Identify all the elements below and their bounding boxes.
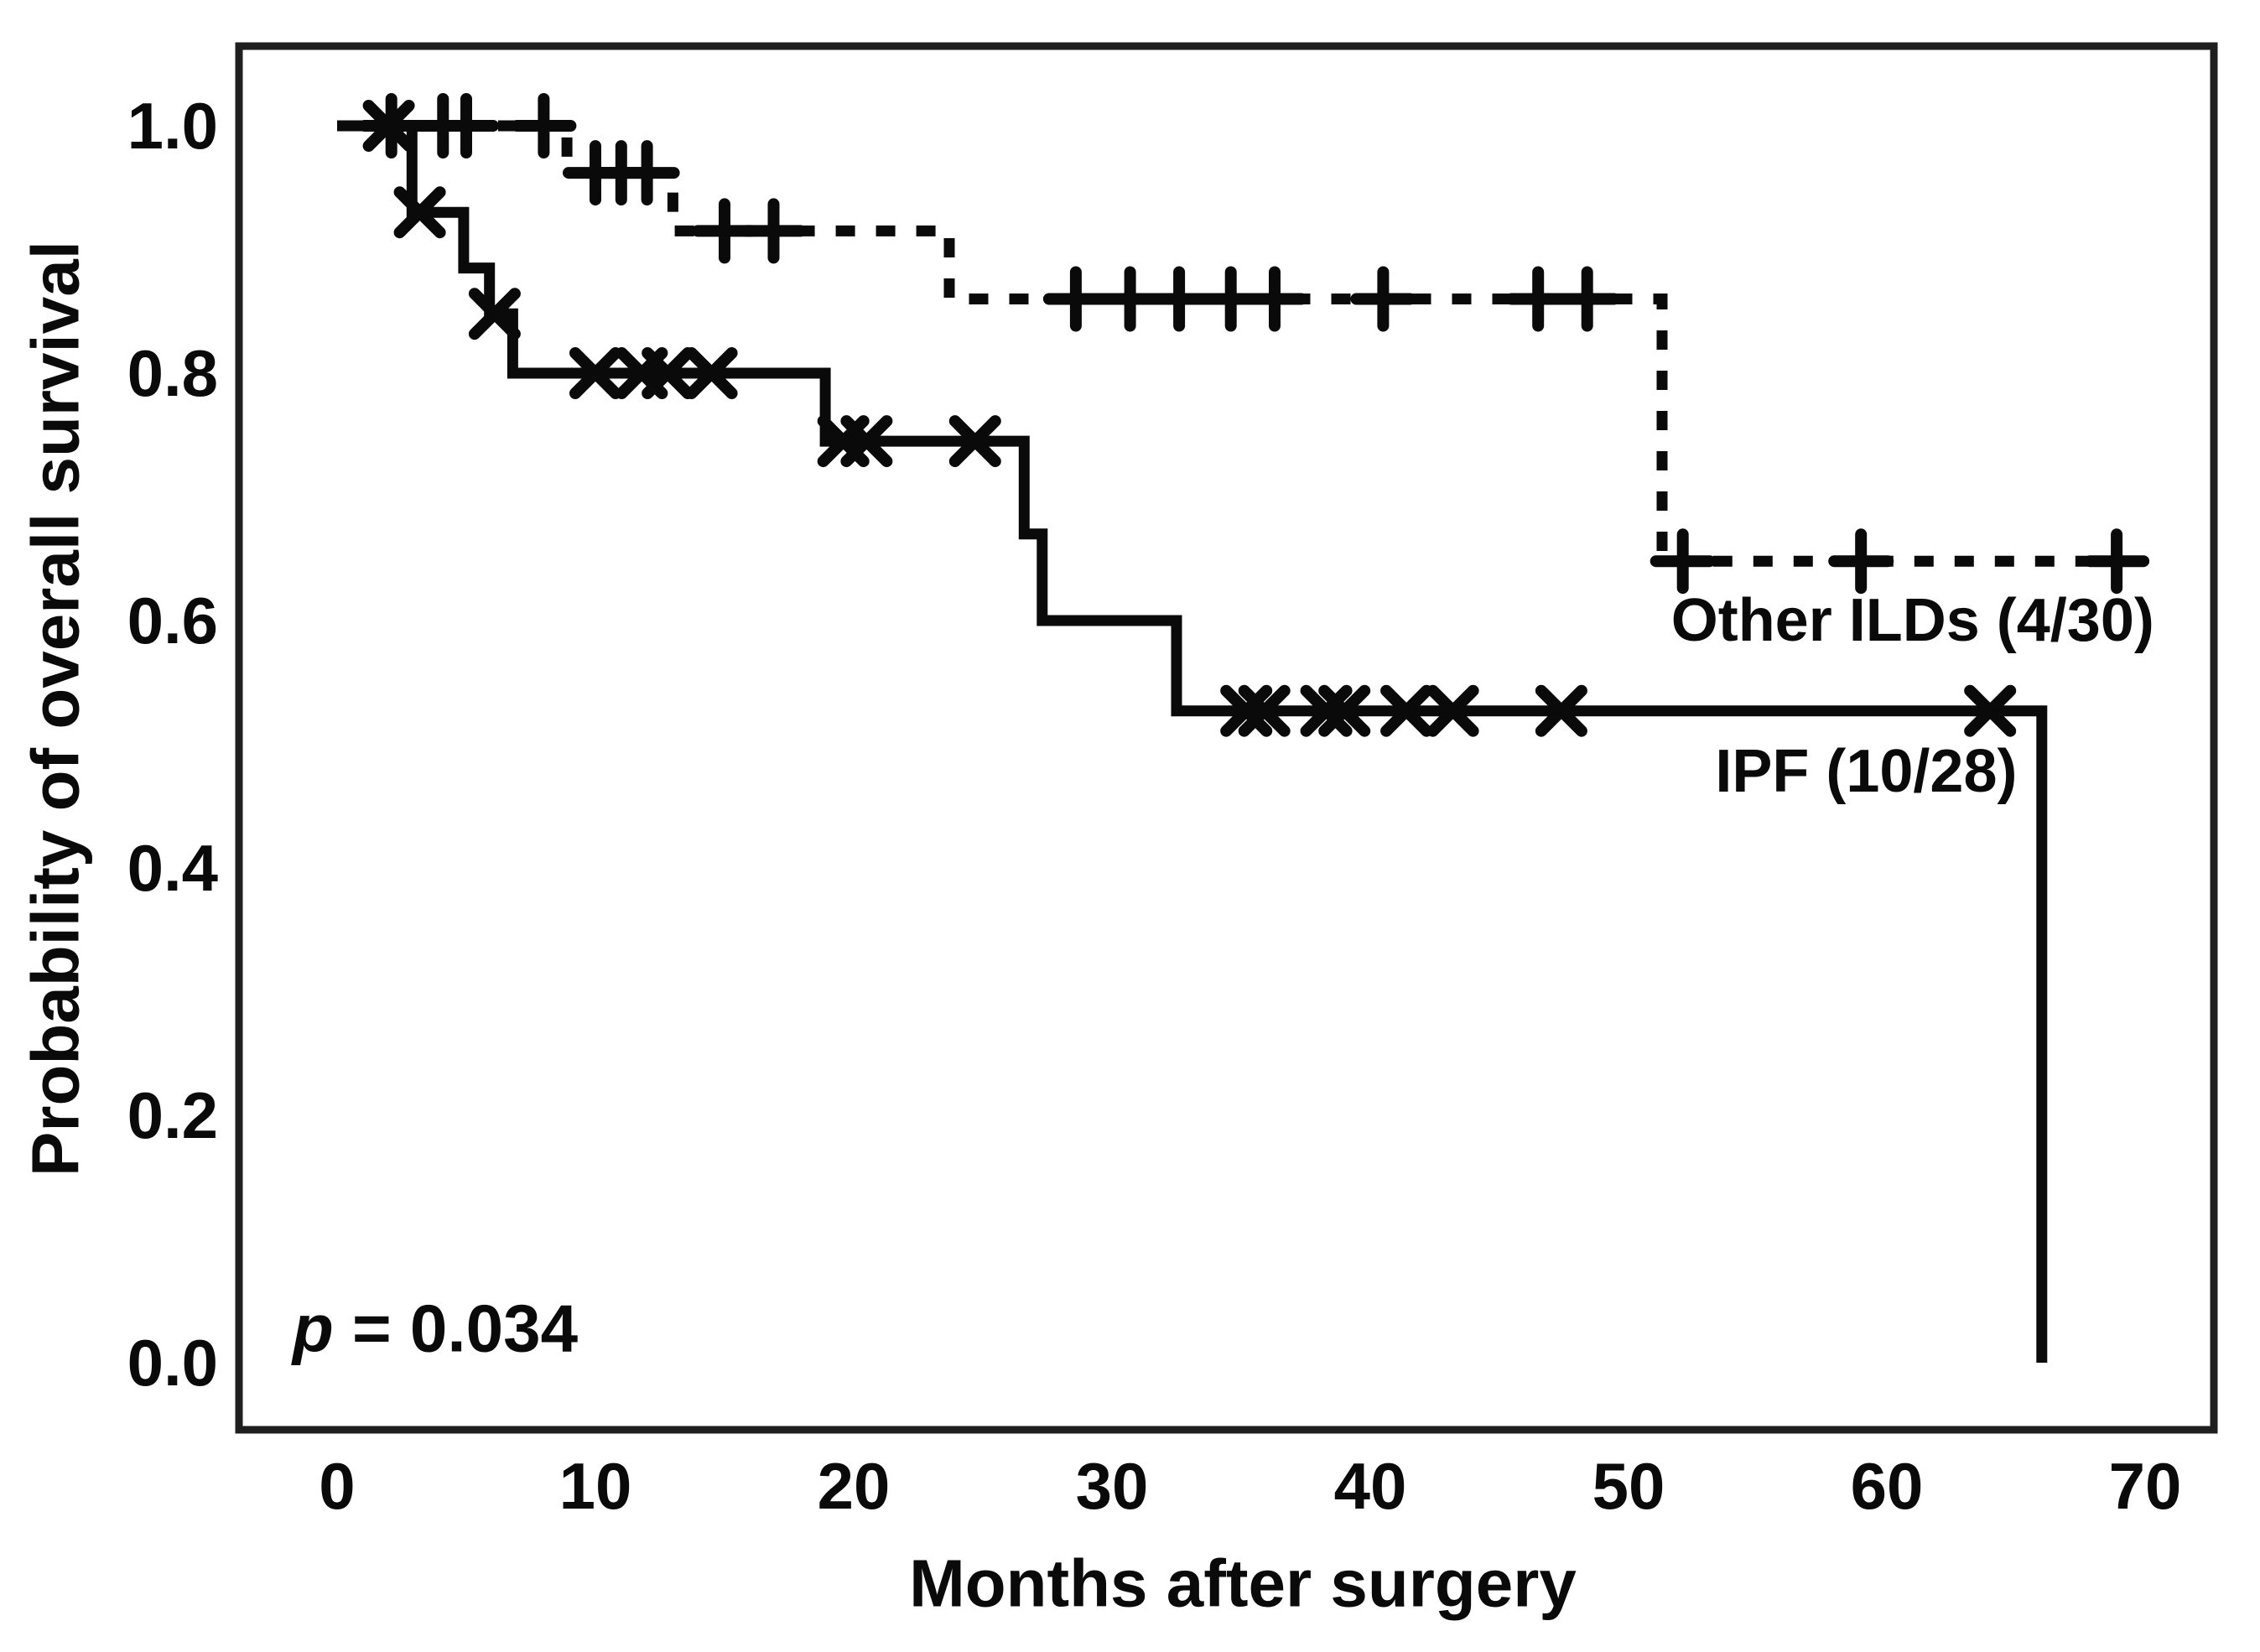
- series-label-ipf: IPF (10/28): [1715, 738, 2017, 805]
- censor-mark-x: [468, 288, 521, 340]
- censor-mark-x: [1300, 684, 1353, 737]
- censor-mark-plus: [1350, 266, 1416, 332]
- censor-mark-x: [948, 415, 1001, 468]
- censor-mark-plus: [614, 140, 680, 206]
- censor-mark-x: [685, 347, 738, 399]
- censor-mark-x: [840, 415, 893, 468]
- censor-mark-x: [642, 347, 694, 399]
- censor-mark-x: [1238, 684, 1291, 737]
- censor-mark-x: [1535, 684, 1587, 737]
- censor-mark-x: [1220, 684, 1273, 737]
- y-tick-label-1.0: 1.0: [127, 89, 218, 163]
- censor-mark-plus: [1146, 266, 1213, 332]
- censor-mark-plus: [434, 93, 499, 158]
- censor-mark-plus: [2084, 528, 2150, 595]
- km-curve-other-ilds: [337, 120, 2133, 567]
- y-tick-label-0.0: 0.0: [127, 1326, 218, 1400]
- x-tick-label-40: 40: [1334, 1449, 1407, 1523]
- censor-mark-x: [1380, 684, 1433, 737]
- censor-mark-plus: [740, 198, 807, 264]
- x-tick-label-10: 10: [559, 1449, 632, 1523]
- x-tick-label-70: 70: [2109, 1449, 2182, 1523]
- censor-mark-plus: [358, 93, 424, 158]
- y-tick-label-0.2: 0.2: [127, 1078, 218, 1152]
- censor-mark-x: [569, 347, 621, 399]
- x-tick-label-50: 50: [1592, 1449, 1665, 1523]
- y-tick-label-0.8: 0.8: [127, 336, 218, 410]
- y-tick-label-0.6: 0.6: [127, 584, 218, 657]
- x-tick-label-0: 0: [319, 1449, 355, 1523]
- censor-mark-x: [1964, 684, 2017, 737]
- p-value-italic-symbol: p: [291, 1291, 334, 1365]
- censor-mark-plus: [1042, 266, 1109, 332]
- km-curve-ipf: [337, 120, 2048, 1363]
- x-tick-label-60: 60: [1851, 1449, 1924, 1523]
- x-tick-label-20: 20: [818, 1449, 891, 1523]
- series-label-other-ilds: Other ILDs (4/30): [1671, 587, 2154, 654]
- censor-mark-x: [393, 186, 446, 239]
- censor-mark-plus: [511, 93, 577, 158]
- x-axis-tick-labels: 0 10 20 30 40 50 60 70: [319, 1449, 2181, 1523]
- censor-mark-plus: [1242, 266, 1307, 332]
- censor-mark-x: [1426, 684, 1479, 737]
- censor-mark-x: [1318, 684, 1371, 737]
- censor-mark-plus: [1554, 266, 1620, 332]
- x-tick-label-30: 30: [1076, 1449, 1149, 1523]
- censor-mark-plus: [1828, 528, 1894, 595]
- km-curves-group: [337, 120, 2133, 1363]
- y-tick-label-0.4: 0.4: [127, 831, 218, 905]
- p-value-text: = 0.034: [334, 1291, 579, 1365]
- y-axis-title: Probability of overall survival: [18, 241, 93, 1177]
- x-axis-title: Months after surgery: [909, 1546, 1577, 1621]
- p-value-annotation: p = 0.034: [291, 1291, 579, 1365]
- censor-marks-group: [358, 93, 2150, 737]
- y-axis-tick-labels: 1.0 0.8 0.6 0.4 0.2 0.0: [127, 89, 218, 1400]
- censor-mark-plus: [1650, 528, 1716, 595]
